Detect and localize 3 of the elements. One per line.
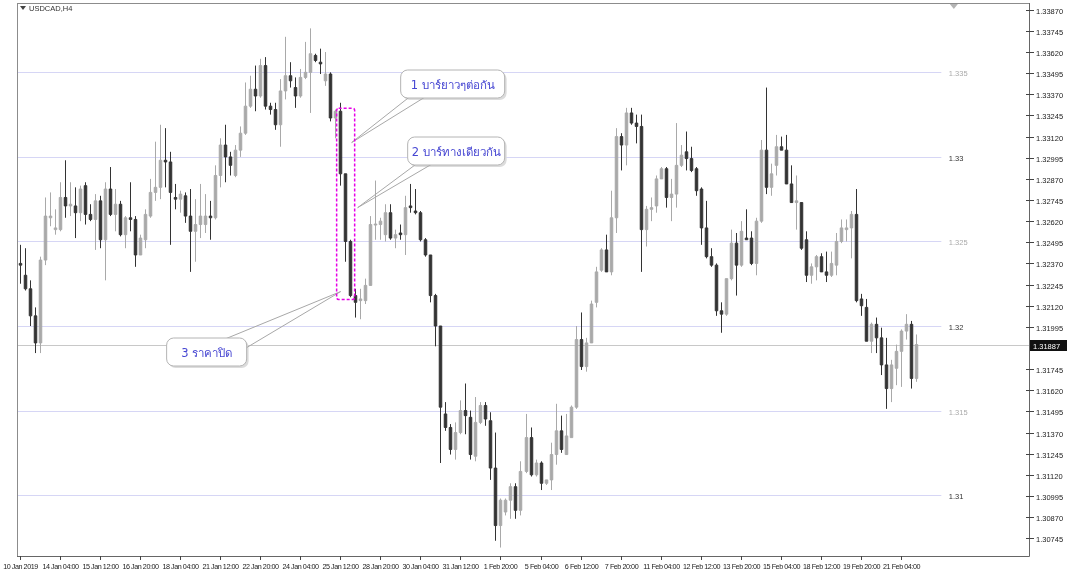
annotation: 3 ราคาปิด xyxy=(181,346,233,360)
annotation: 2 บาร์ทางเดียวกัน xyxy=(411,145,501,159)
annotation: 1 บาร์ยาวๆต่อกัน xyxy=(410,78,495,92)
